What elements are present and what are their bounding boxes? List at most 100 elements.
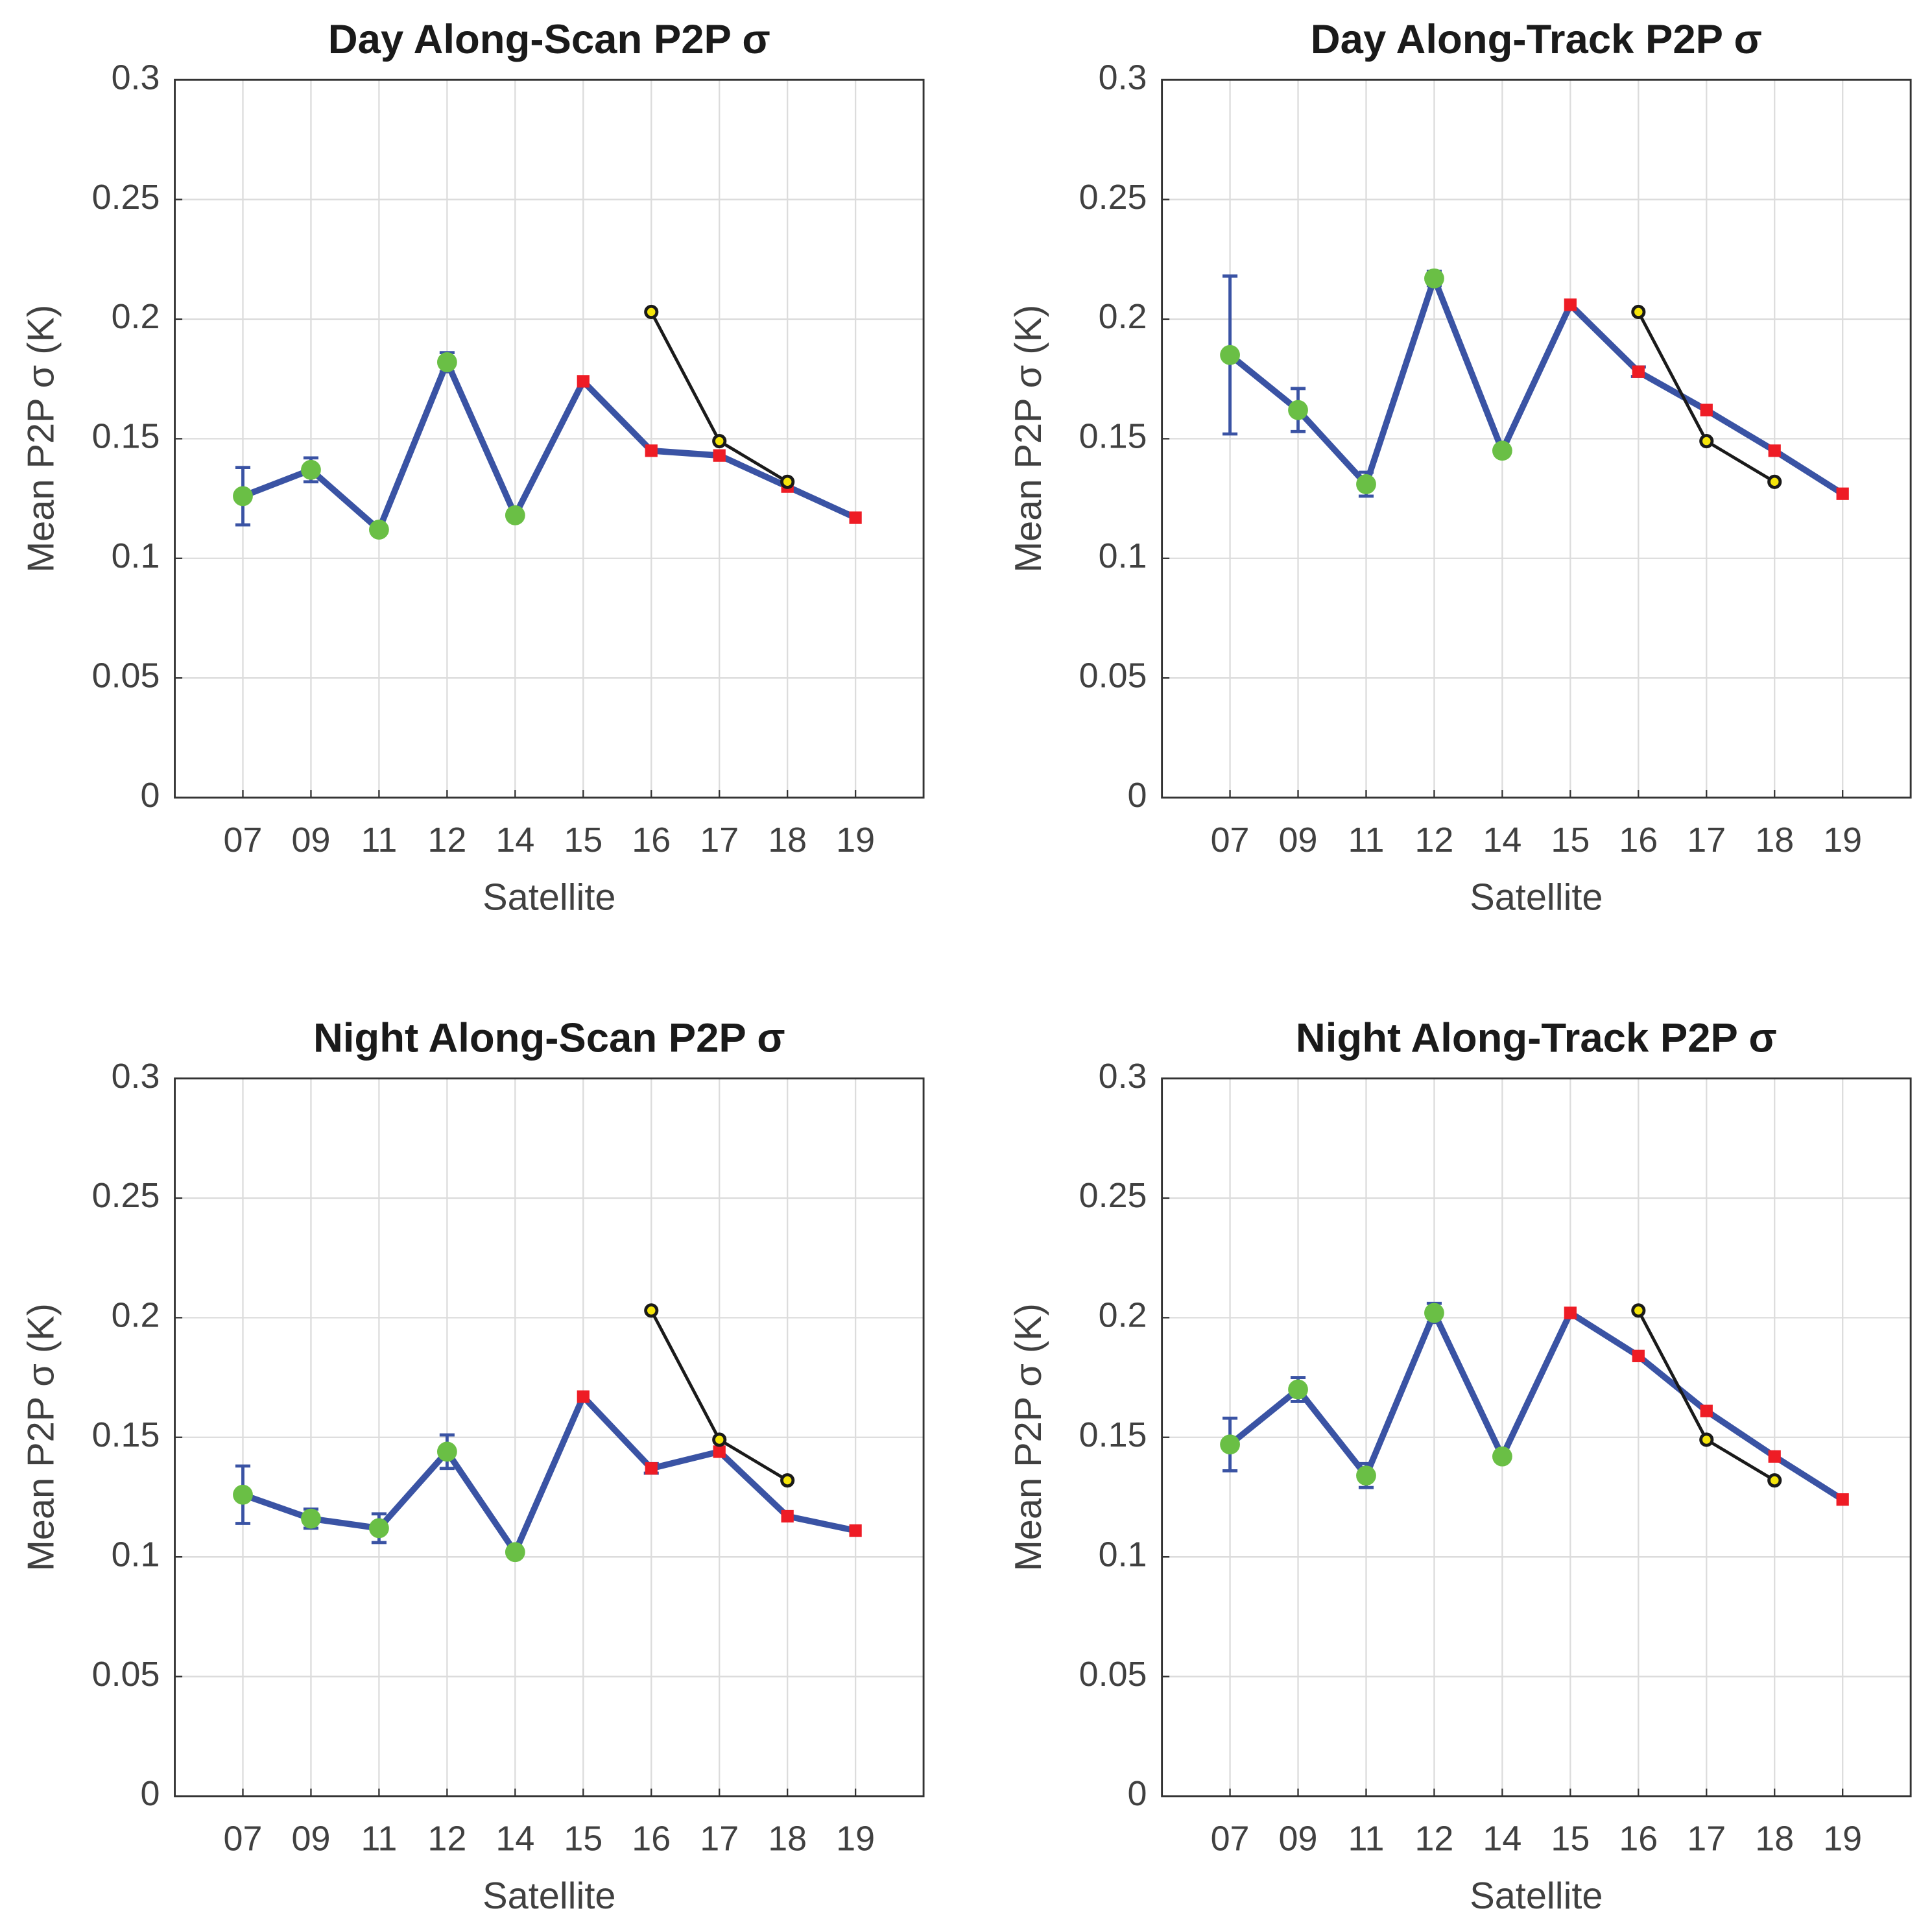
x-tick-label: 17 [700,1819,739,1858]
panel: 0 0.05 0.1 0.15 0.2 0.25 0.3 07 09 11 12 14 15 16 17 18… [1008,17,1912,919]
y-tick-label: 0.2 [112,1296,160,1335]
marker [1767,1473,1782,1488]
x-tick-label: 18 [1755,821,1794,859]
marker [780,474,795,489]
marker [436,352,457,372]
marker [369,520,389,540]
x-axis-label: Satellite [483,877,615,919]
x-tick-label: 17 [700,821,739,859]
x-tick-label: 11 [1348,821,1385,859]
marker [1424,1303,1444,1323]
y-tick-label: 0.3 [112,58,160,97]
y-tick-label: 0.15 [1079,1415,1147,1454]
marker [1564,1306,1577,1319]
series-line [1228,1310,1844,1502]
x-axis-label: Satellite [1470,877,1603,919]
chart-title: Day Along-Track P2P σ [1311,17,1762,62]
y-tick-label: 0.05 [92,656,160,695]
x-axis-label: Satellite [483,1875,615,1911]
marker [1631,304,1646,319]
marker [505,1542,525,1563]
marker [1700,1404,1713,1417]
marker [1700,403,1713,416]
marker [780,1473,795,1488]
marker [1288,400,1308,420]
axes-box [1161,1077,1912,1797]
marker [645,1462,658,1475]
y-tick-label: 0.25 [92,178,160,217]
marker [301,1508,321,1529]
x-tick-label: 11 [1348,1819,1385,1858]
x-tick-label: 07 [1211,1819,1250,1858]
x-tick-label: 12 [1414,1819,1453,1858]
x-tick-label: 19 [836,1819,875,1858]
marker [1564,298,1577,311]
x-tick-label: 09 [291,1819,330,1858]
marker [1492,1446,1512,1467]
x-tick-label: 16 [632,1819,671,1858]
x-tick-label: 19 [1823,1819,1862,1858]
x-tick-label: 15 [564,1819,602,1858]
marker [712,1432,727,1447]
x-tick-label: 14 [495,821,534,859]
marker [369,1518,389,1539]
marker [644,304,659,319]
y-tick-label: 0.05 [1079,1655,1147,1694]
marker [781,1509,794,1523]
x-tick-label: 09 [1279,821,1318,859]
y-tick-label: 0.1 [112,536,160,575]
x-tick-label: 07 [1211,821,1250,859]
y-tick-label: 0 [1128,1774,1147,1813]
y-tick-label: 0.15 [92,417,160,456]
y-tick-label: 0.3 [1099,1057,1147,1096]
x-tick-label: 18 [768,1819,807,1858]
marker [1492,440,1512,461]
marker [849,1524,862,1537]
y-tick-label: 0.25 [1079,1176,1147,1215]
y-tick-label: 0.3 [112,1057,160,1096]
marker [1356,1465,1376,1486]
marker [1836,487,1849,500]
marker [233,486,253,507]
marker [849,511,862,524]
y-tick-label: 0 [140,1774,160,1813]
marker [713,449,726,462]
x-tick-label: 16 [1619,1819,1658,1858]
y-axis-label: Mean P2P σ (K) [21,305,62,573]
x-tick-label: 07 [224,1819,263,1858]
axes-box [174,78,925,799]
y-tick-label: 0.1 [1099,1535,1147,1574]
y-tick-label: 0.2 [112,297,160,336]
y-tick-label: 0.05 [92,1655,160,1694]
x-tick-label: 09 [1279,1819,1318,1858]
marker [1632,1349,1645,1362]
marker [1424,268,1444,289]
marker [1632,365,1645,378]
x-tick-label: 16 [1619,821,1658,859]
marker [1767,474,1782,489]
marker [1699,1432,1714,1447]
y-tick-label: 0.2 [1099,1296,1147,1335]
marker [505,505,525,525]
y-tick-label: 0 [1128,776,1147,815]
y-tick-label: 0.05 [1079,656,1147,695]
y-tick-label: 0 [140,776,160,815]
chart-title: Day Along-Scan P2P σ [328,17,770,62]
marker [1288,1379,1308,1400]
x-tick-label: 11 [361,821,397,859]
x-tick-label: 11 [361,1819,397,1858]
y-tick-label: 0.3 [1099,58,1147,97]
y-tick-label: 0.25 [92,1176,160,1215]
marker [301,459,321,480]
x-tick-label: 09 [291,821,330,859]
marker [712,433,727,449]
y-tick-label: 0.15 [92,1415,160,1454]
panel: 0 0.05 0.1 0.15 0.2 0.25 0.3 07 09 11 12 14 15 16 17 18… [21,17,925,919]
y-axis-label: Mean P2P σ (K) [1008,305,1049,573]
x-tick-label: 18 [768,821,807,859]
series-line [1228,275,1844,497]
y-tick-label: 0.1 [112,1535,160,1574]
marker [713,1445,726,1458]
